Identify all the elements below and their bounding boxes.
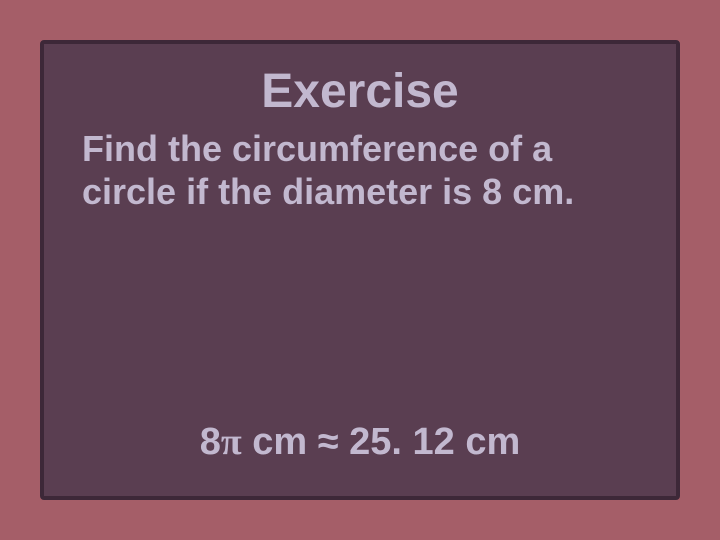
slide-title: Exercise bbox=[74, 64, 646, 119]
answer-text: 8π cm ≈ 25. 12 cm bbox=[44, 420, 676, 464]
answer-suffix: cm ≈ 25. 12 cm bbox=[242, 421, 521, 463]
problem-text: Find the circumference of a circle if th… bbox=[74, 127, 646, 213]
slide-container: Exercise Find the circumference of a cir… bbox=[40, 40, 680, 500]
pi-symbol: π bbox=[221, 421, 242, 463]
answer-prefix: 8 bbox=[200, 421, 221, 463]
